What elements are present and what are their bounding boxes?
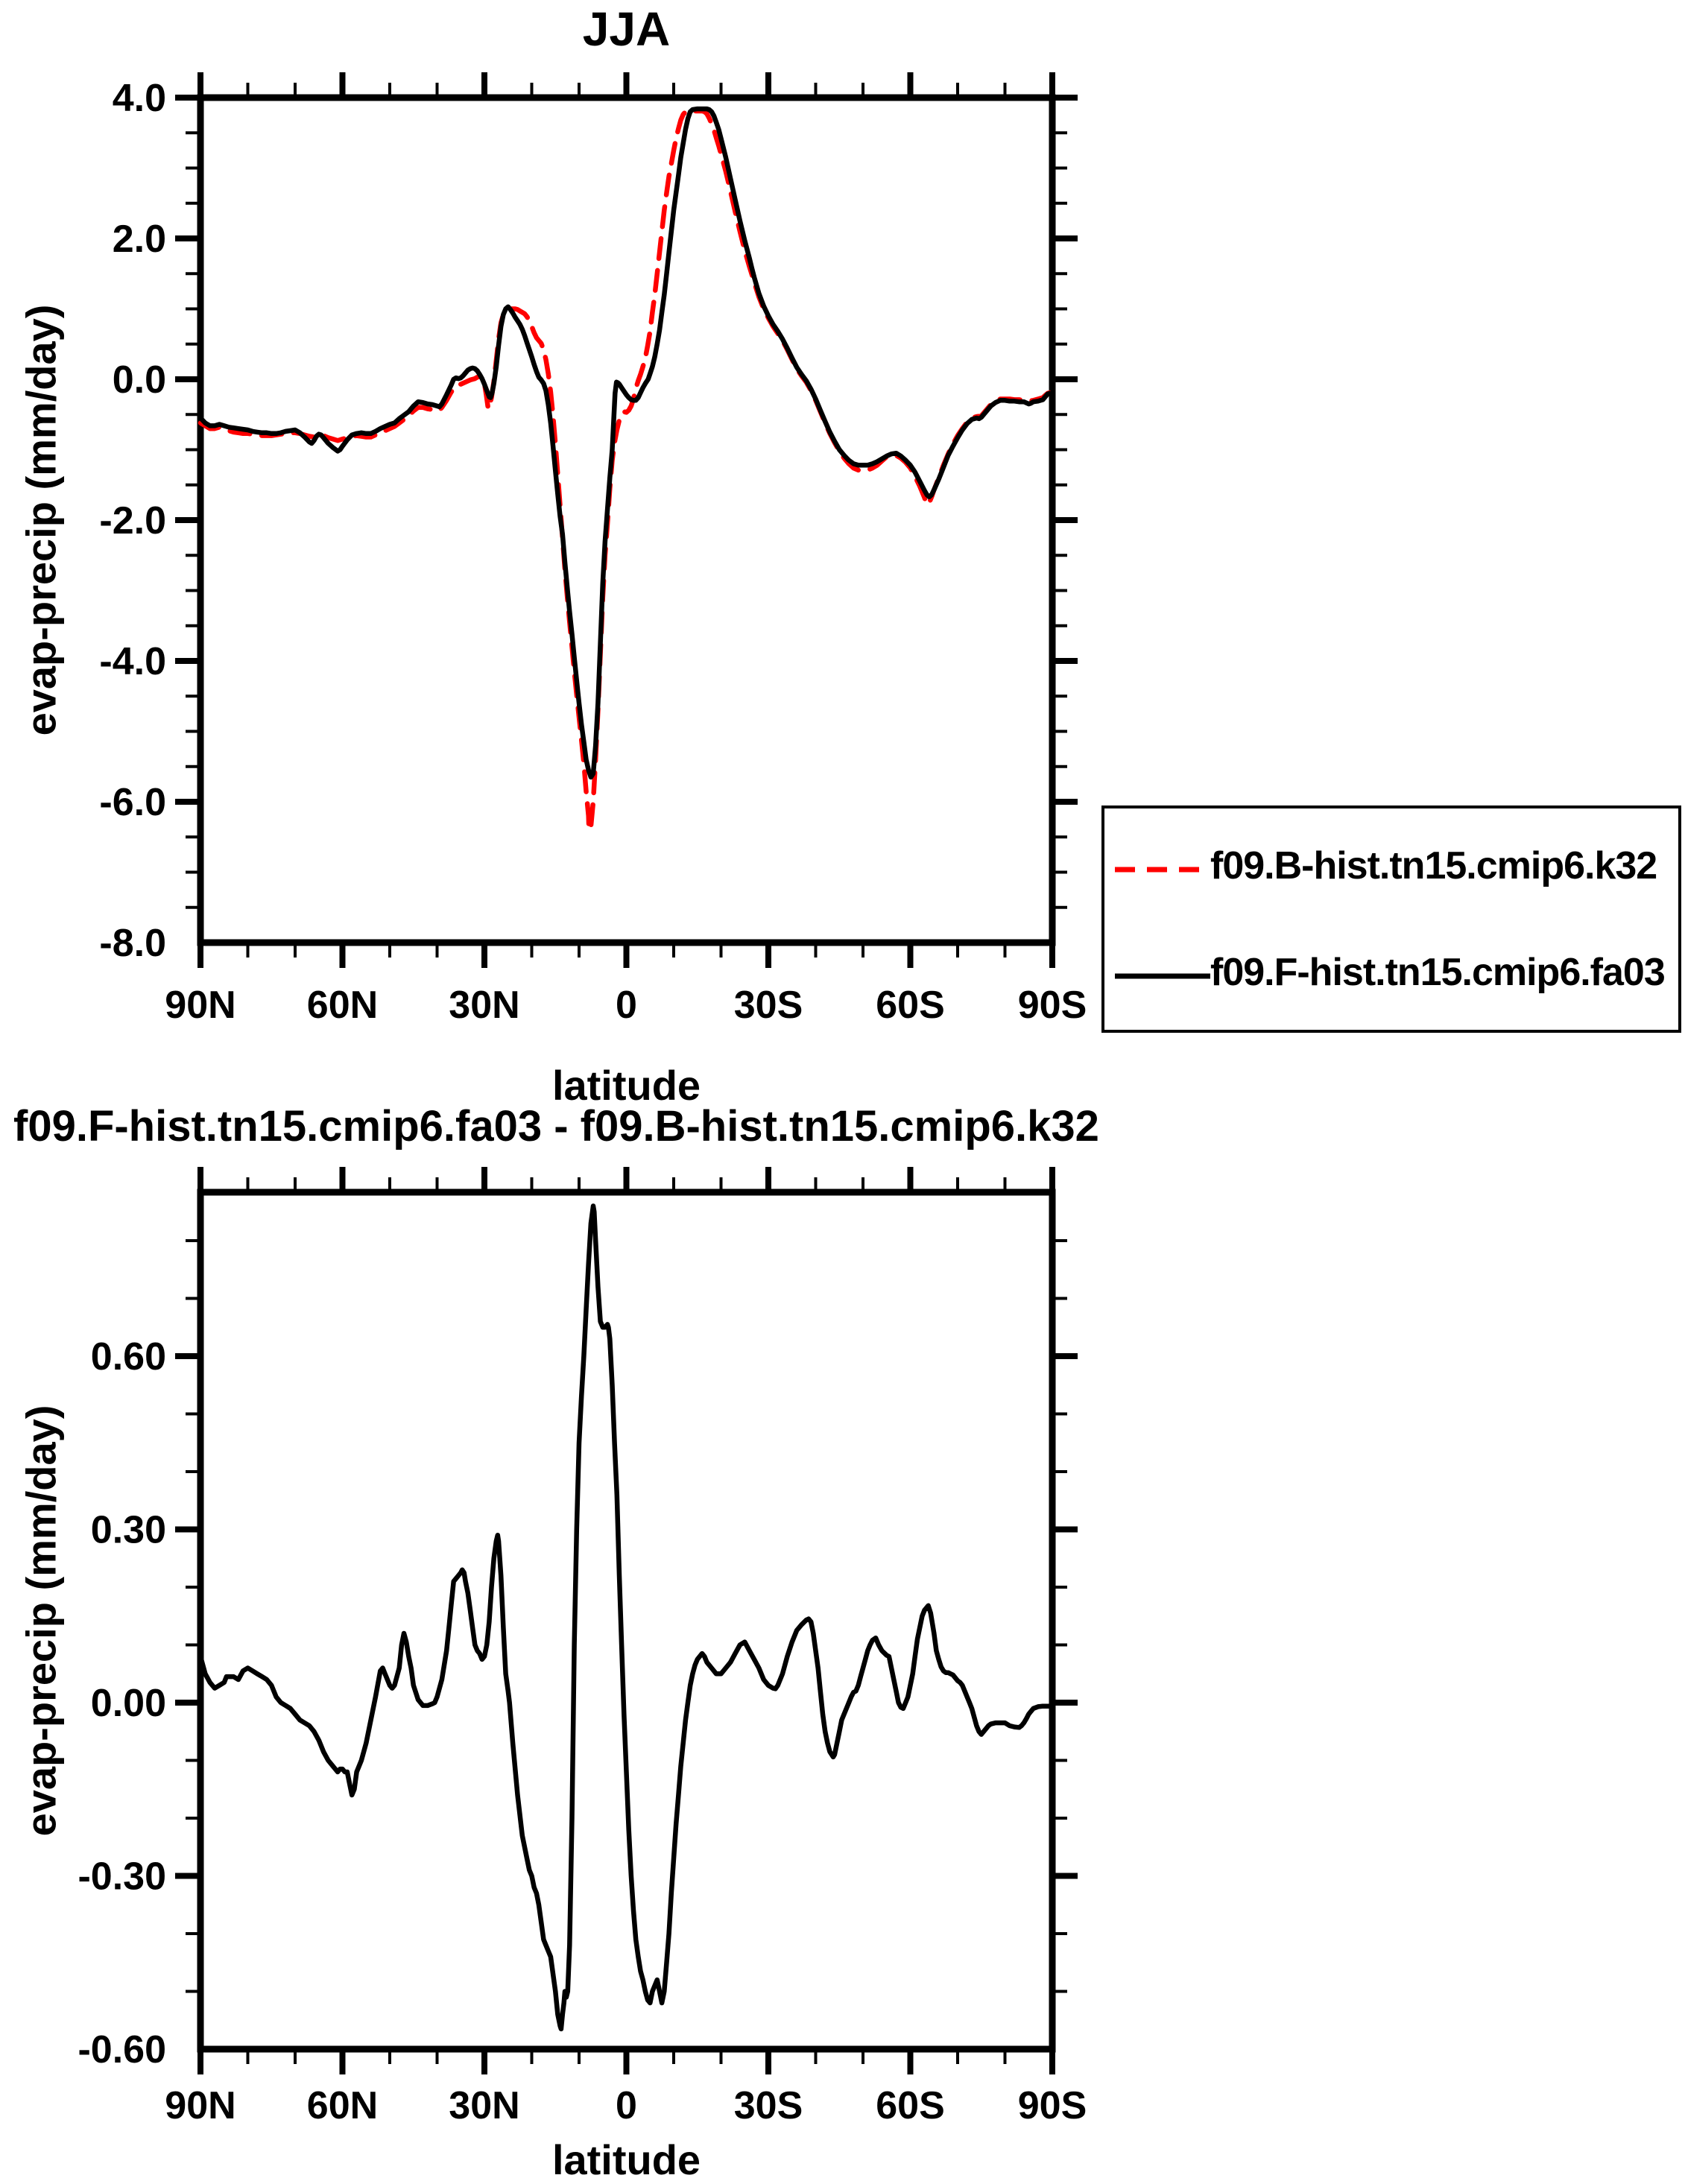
x-tick-label: 60N [307, 2084, 378, 2127]
panel1-plot: 90N 60N 30N 0 30S 60S 90S 4.0 2.0 0.0 -2.0 -4.0 -6.0… [99, 72, 1087, 1027]
x-tick-label: 90N [165, 984, 235, 1027]
panel2-title: f09.F-hist.tn15.cmip6.fa03 - f09.B-hist.… [13, 1102, 1099, 1150]
y-tick-label: 2.0 [113, 218, 166, 261]
legend-line-sample [1115, 973, 1210, 979]
x-tick-label: 60S [876, 984, 945, 1027]
legend-label-b-hist: f09.B-hist.tn15.cmip6.k32 [1210, 844, 1657, 888]
x-tick-label: 90S [1018, 2084, 1087, 2127]
y-tick-label: -6.0 [99, 781, 166, 824]
series-line-f09-f-hist-tn15-cmip6-fa03-f09-b-hist-tn15-cmip6-k32 [197, 1203, 1055, 2032]
x-tick-label: 30N [449, 2084, 519, 2127]
x-tick-label: 60N [307, 984, 378, 1027]
x-tick-label: 0 [616, 984, 637, 1027]
legend-black-solid-line-swatch [1115, 969, 1210, 979]
y-tick-label: 4.0 [113, 77, 166, 120]
y-tick-label: -0.30 [78, 1855, 166, 1899]
y-tick-label: -0.60 [78, 2028, 166, 2071]
panel1-y-axis-label: evap-precip (mm/day) [17, 304, 65, 736]
plot-box [197, 94, 1056, 946]
panel2-plot: 90N 60N 30N 0 30S 60S 90S 0.60 0.30 0.00 -0.30 -0.6… [78, 1167, 1087, 2127]
y-tick-label: -4.0 [99, 640, 166, 683]
x-tick-label: 30S [734, 2084, 803, 2127]
legend-item-b-hist: f09.B-hist.tn15.cmip6.k32 [1115, 821, 1678, 911]
y-tick-label: 0.30 [91, 1509, 166, 1552]
x-tick-label: 30S [734, 984, 803, 1027]
legend-item-f-hist: f09.F-hist.tn15.cmip6.fa03 [1115, 928, 1678, 1017]
series-line-f09-f-hist-tn15-cmip6-fa03 [197, 106, 1055, 780]
plot-box [197, 1188, 1056, 2053]
y-tick-label: 0.60 [91, 1335, 166, 1379]
panel1-title: JJA [582, 2, 671, 56]
legend-line-sample [1115, 867, 1210, 873]
x-tick-label: 60S [876, 2084, 945, 2127]
x-tick-label: 0 [616, 2084, 637, 2127]
panel2-y-axis-label: evap-precip (mm/day) [17, 1405, 65, 1837]
x-tick-label: 90N [165, 2084, 235, 2127]
y-tick-label: 0.00 [91, 1682, 166, 1725]
x-tick-label: 30N [449, 984, 519, 1027]
y-tick-label: 0.0 [113, 358, 166, 402]
y-tick-label: -2.0 [99, 499, 166, 542]
y-tick-label: -8.0 [99, 922, 166, 965]
legend: f09.B-hist.tn15.cmip6.k32 f09.F-hist.tn1… [1101, 805, 1681, 1033]
legend-red-dashed-line-swatch [1115, 863, 1210, 873]
x-tick-label: 90S [1018, 984, 1087, 1027]
panel1-x-axis-label: latitude [551, 1062, 701, 1109]
legend-label-f-hist: f09.F-hist.tn15.cmip6.fa03 [1210, 950, 1666, 994]
panel2-x-axis-label: latitude [551, 2136, 701, 2183]
series-line-f09-b-hist-tn15-cmip6-k32 [197, 108, 1055, 833]
